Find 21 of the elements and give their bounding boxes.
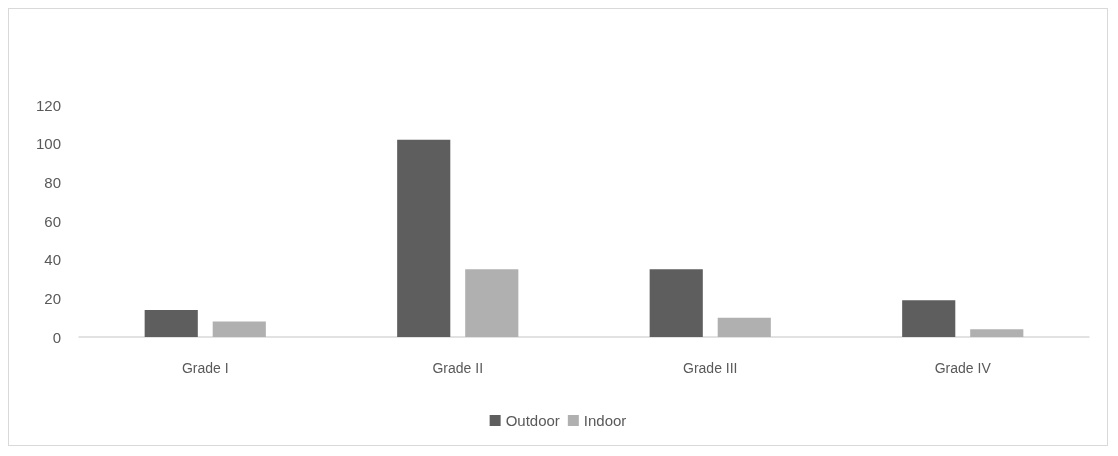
bar	[649, 269, 703, 337]
bar	[902, 300, 956, 337]
x-tick-label: Grade IV	[934, 360, 992, 376]
y-tick-label: 20	[44, 289, 61, 307]
bar	[465, 269, 519, 337]
x-tick-label: Grade I	[181, 360, 229, 376]
legend-label: Indoor	[583, 412, 627, 429]
bar	[970, 329, 1024, 337]
bar	[717, 317, 771, 337]
bar	[212, 321, 266, 337]
bar	[144, 309, 198, 337]
y-tick-label: 120	[35, 96, 61, 114]
legend-label: Outdoor	[505, 412, 560, 429]
y-tick-label: 100	[35, 135, 61, 153]
y-tick-label: 0	[52, 328, 61, 346]
x-tick-label: Grade II	[432, 360, 484, 376]
x-tick-label: Grade III	[683, 360, 738, 376]
y-tick-label: 40	[44, 251, 61, 269]
y-tick-label: 60	[44, 212, 61, 230]
y-tick-label: 80	[44, 173, 61, 191]
bar	[397, 139, 451, 337]
